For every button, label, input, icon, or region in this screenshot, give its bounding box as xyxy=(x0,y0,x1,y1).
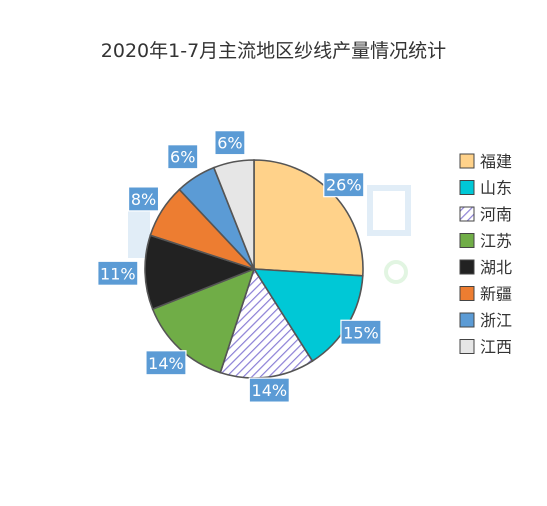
svg-text:8%: 8% xyxy=(131,190,156,209)
data-label-河南: 14% xyxy=(248,377,290,403)
pie-slice-湖北 xyxy=(144,234,257,311)
legend-label: 福建 xyxy=(480,152,512,171)
legend-item-河南: 河南 xyxy=(459,205,512,224)
legend-item-福建: 福建 xyxy=(459,152,512,171)
pie-slice-江苏 xyxy=(151,267,256,374)
svg-text:6%: 6% xyxy=(217,134,242,153)
data-label-浙江: 6% xyxy=(167,144,199,170)
legend-swatch xyxy=(459,180,475,195)
legend-swatch xyxy=(459,312,475,328)
legend-label: 湖北 xyxy=(480,258,512,277)
svg-text:6%: 6% xyxy=(170,148,195,167)
legend-swatch xyxy=(459,259,475,275)
data-label-江苏: 14% xyxy=(145,350,187,376)
data-label-江西: 6% xyxy=(214,130,246,156)
legend-swatch xyxy=(459,286,475,301)
data-label-新疆: 8% xyxy=(127,186,160,212)
svg-text:11%: 11% xyxy=(100,264,136,283)
legend-label: 新疆 xyxy=(480,285,512,304)
legend-label: 江苏 xyxy=(480,232,512,251)
legend-item-江苏: 江苏 xyxy=(459,232,512,251)
legend-item-新疆: 新疆 xyxy=(459,285,512,304)
legend-label: 河南 xyxy=(480,205,512,224)
svg-text:15%: 15% xyxy=(343,323,379,342)
svg-text:26%: 26% xyxy=(326,176,362,195)
pie-slice-河南 xyxy=(219,267,314,379)
legend-label: 浙江 xyxy=(480,311,512,330)
legend-item-山东: 山东 xyxy=(459,179,512,198)
legend-item-湖北: 湖北 xyxy=(459,258,512,277)
legend-item-浙江: 浙江 xyxy=(459,311,512,330)
pie-slice-江西 xyxy=(212,159,255,270)
legend-item-江西: 江西 xyxy=(459,338,512,357)
chart-title: 2020年1-7月主流地区纱线产量情况统计 xyxy=(100,40,447,62)
data-label-山东: 15% xyxy=(340,319,382,345)
data-label-湖北: 11% xyxy=(97,260,139,286)
legend-label: 江西 xyxy=(480,338,512,357)
legend-label: 山东 xyxy=(480,179,512,198)
svg-text:14%: 14% xyxy=(148,354,184,373)
svg-text:14%: 14% xyxy=(252,381,288,400)
data-label-福建: 26% xyxy=(323,172,365,198)
legend-swatch xyxy=(459,233,475,248)
legend-swatch xyxy=(459,153,475,169)
legend-swatch xyxy=(459,206,475,222)
legend-swatch xyxy=(459,339,475,354)
